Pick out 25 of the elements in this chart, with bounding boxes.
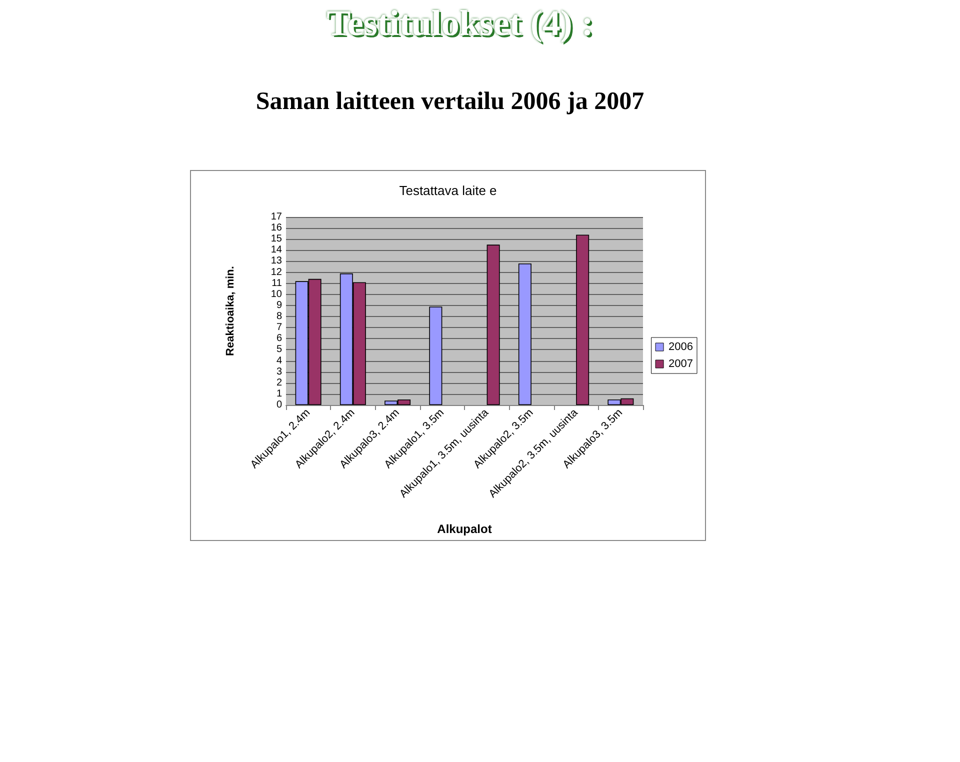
legend-label: 2007 (668, 358, 694, 370)
chart-subtitle: Saman laitteen vertailu 2006 ja 2007 (254, 88, 646, 116)
y-tick-label: 1 (276, 388, 282, 400)
y-tick-label: 12 (270, 266, 282, 278)
y-tick-label: 0 (276, 400, 282, 410)
y-tick-label: 5 (276, 344, 282, 356)
y-tick-label: 14 (270, 244, 282, 256)
y-tick-label: 7 (276, 322, 282, 334)
y-tick-label: 11 (272, 278, 282, 289)
text: Testattava laite e (399, 183, 497, 198)
y-tick-label: 4 (276, 355, 282, 366)
y-tick-label: 17 (270, 212, 282, 222)
legend-label: 2006 (668, 341, 694, 353)
y-tick-label: 3 (276, 366, 282, 378)
chart-title: Testitulokset (4) : (325, 2, 594, 44)
y-tick-label: 16 (270, 222, 282, 234)
x-axis-title: Alkupalot (437, 522, 492, 536)
y-axis-title: Reaktioaika, min. (224, 266, 236, 356)
y-tick-label: 15 (270, 234, 282, 245)
y-tick-label: 10 (270, 288, 282, 300)
y-tick-label: 8 (276, 311, 282, 322)
y-tick-label: 13 (270, 256, 282, 267)
y-tick-label: 9 (276, 300, 282, 311)
y-tick-label: 2 (276, 377, 282, 388)
y-tick-label: 6 (276, 333, 282, 344)
